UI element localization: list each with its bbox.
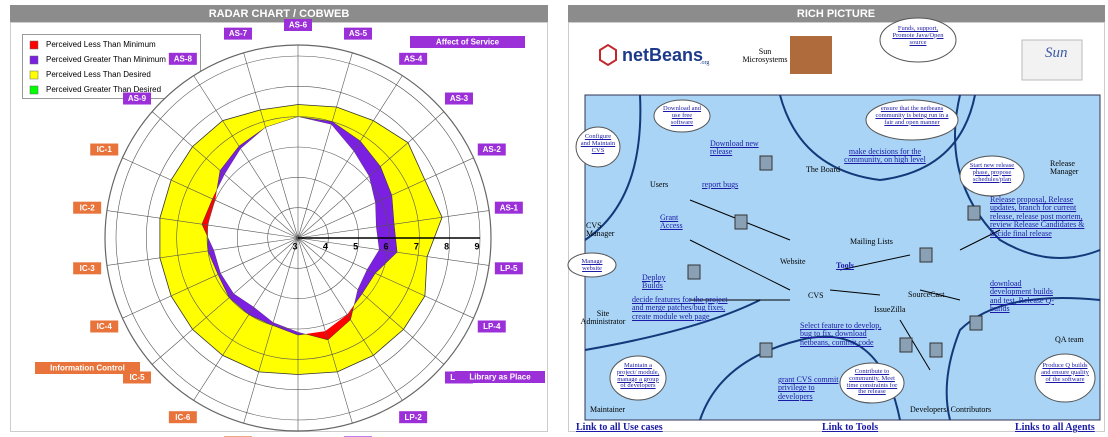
logo: netBeans xyxy=(622,46,703,65)
actor: Developers/ Contributors xyxy=(910,406,991,414)
legend-swatch xyxy=(30,41,38,49)
link[interactable]: grant CVS commit privilege to developers xyxy=(778,376,848,401)
tick-label: 4 xyxy=(323,241,328,251)
annotation: Affect of Service xyxy=(436,38,500,47)
actor: Maintainer xyxy=(590,406,625,414)
tick-label: 6 xyxy=(383,241,388,251)
legend-label: Perceived Greater Than Desired xyxy=(46,85,161,94)
node: Website xyxy=(780,258,806,266)
cloud-text: Download and use free software xyxy=(660,106,704,126)
page: RADAR CHART / COBWEB RICH PICTURE AS-6 AS… xyxy=(0,0,1108,437)
legend-swatch xyxy=(30,71,38,79)
axis-label: LP-5 xyxy=(500,264,518,273)
node: IssueZilla xyxy=(874,306,906,314)
cloud-text: Produce Q builds and ensure quality of t… xyxy=(1040,363,1090,383)
tick-label: 3 xyxy=(292,241,297,251)
link[interactable]: make decisions for the community, on hig… xyxy=(830,148,940,165)
axis-label: AS-7 xyxy=(229,29,248,38)
chart-title: RADAR CHART / COBWEB xyxy=(209,8,350,20)
link[interactable]: Grant Access xyxy=(660,214,690,231)
axis-label: IC-1 xyxy=(97,145,113,154)
legend-label: Perceived Less Than Minimum xyxy=(46,40,156,49)
axis-label: IC-3 xyxy=(80,264,96,273)
axis-label: IC-6 xyxy=(175,413,191,422)
tick-label: 7 xyxy=(414,241,419,251)
chart: RADAR CHART / COBWEB RICH PICTURE AS-6 AS… xyxy=(0,0,1108,437)
cloud-text: Configure and Maintain CVS xyxy=(580,134,616,154)
axis-label: IC-5 xyxy=(129,373,145,382)
axis-label: AS-4 xyxy=(404,54,423,63)
cloud-text: Maintain a project/ module, manage a gro… xyxy=(614,363,662,390)
tick-label: 5 xyxy=(353,241,358,251)
actor: The Board xyxy=(806,166,840,174)
axis-label: AS-2 xyxy=(483,145,502,154)
legend-label: Perceived Greater Than Minimum xyxy=(46,55,166,64)
axis-label: AS-3 xyxy=(450,94,469,103)
legend-swatch xyxy=(30,56,38,64)
node: CVS xyxy=(808,292,824,300)
annotation: Library as Place xyxy=(469,373,531,382)
link[interactable]: Download new release xyxy=(710,140,774,157)
footer-link[interactable]: Links to all Agents xyxy=(1015,422,1095,433)
axis-label: LP-4 xyxy=(483,322,501,331)
link[interactable]: download development builds and test, Re… xyxy=(990,280,1056,314)
actor: CVS Manager xyxy=(586,222,626,239)
axis-label: AS-9 xyxy=(128,94,147,103)
axis-label: AS-5 xyxy=(349,29,368,38)
legend-swatch xyxy=(30,86,38,94)
actor: Users xyxy=(650,181,668,189)
photo xyxy=(790,36,832,74)
axis-label: LP-2 xyxy=(404,413,422,422)
axis-label: AS-6 xyxy=(289,21,308,30)
link[interactable]: report bugs xyxy=(702,181,738,189)
tick-label: 9 xyxy=(474,241,479,251)
cloud-text: Start new release phase, propose schedul… xyxy=(966,163,1018,183)
link[interactable]: Release proposal, Release updates, branc… xyxy=(990,196,1100,238)
panel-title: RICH PICTURE xyxy=(797,8,875,20)
node-link[interactable]: Tools xyxy=(836,262,854,270)
link[interactable]: Select feature to develop, bug to fix, d… xyxy=(800,322,892,347)
link[interactable]: decide features for the project and merg… xyxy=(632,296,732,321)
annotation: Information Control xyxy=(50,364,125,373)
cloud-text: Funds, support, Promote Java/Open source xyxy=(888,26,948,46)
axis-label: AS-1 xyxy=(500,203,519,212)
logo: .org xyxy=(700,60,709,66)
axis-label: IC-2 xyxy=(80,203,96,212)
axis-label: AS-8 xyxy=(174,54,193,63)
node: Mailing Lists xyxy=(850,238,893,246)
actor: Release Manager xyxy=(1050,160,1095,177)
cloud-text: Contribute to community. Meet time const… xyxy=(845,369,899,396)
actor: QA team xyxy=(1055,336,1084,344)
footer-link[interactable]: Link to Tools xyxy=(822,422,878,433)
footer-link[interactable]: Link to all Use cases xyxy=(576,422,663,433)
cloud-text: ensure that the netbeans community is be… xyxy=(874,106,950,126)
tick-label: 8 xyxy=(444,241,449,251)
logo: Sun xyxy=(1045,46,1068,62)
link[interactable]: Deploy Builds xyxy=(642,274,672,291)
axis-label: IC-4 xyxy=(97,322,113,331)
legend-label: Perceived Less Than Desired xyxy=(46,70,151,79)
node: SourceCast xyxy=(908,291,944,299)
actor: Site Administrator xyxy=(578,310,628,327)
company: Sun Microsystems xyxy=(740,48,790,65)
cloud-text: Manage website xyxy=(572,259,612,273)
